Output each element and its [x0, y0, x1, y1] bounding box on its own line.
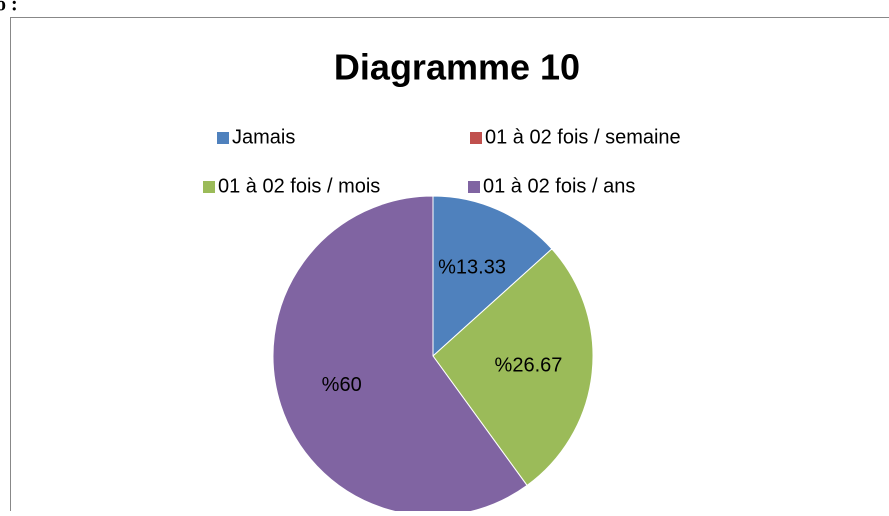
legend-swatch: [203, 181, 215, 193]
caption-fragment: o :: [0, 0, 18, 16]
data-label: %13.33: [438, 257, 506, 279]
legend-swatch: [217, 132, 229, 144]
legend-label: 01 à 02 fois / semaine: [485, 126, 681, 148]
legend-label: Jamais: [232, 126, 295, 148]
data-label: %60: [322, 374, 362, 396]
chart-title: Diagramme 10: [334, 47, 580, 88]
data-label: %26.67: [495, 354, 563, 376]
legend-swatch: [470, 132, 482, 144]
legend-label: 01 à 02 fois / ans: [483, 175, 635, 197]
legend-label: 01 à 02 fois / mois: [218, 175, 380, 197]
legend-swatch: [468, 181, 480, 193]
